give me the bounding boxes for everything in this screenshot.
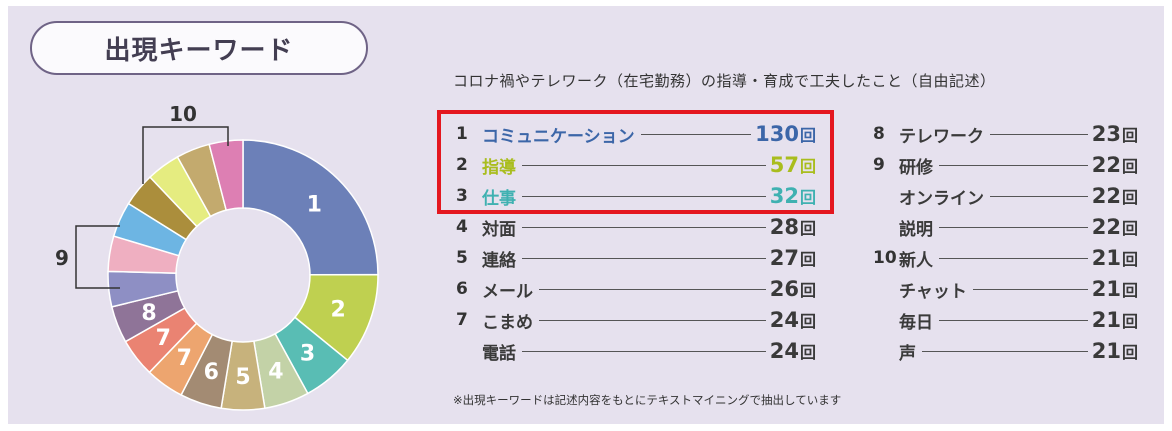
leader-line: [522, 257, 766, 259]
group-label-10: 10: [169, 102, 197, 126]
keyword-rank: 2: [456, 155, 468, 175]
slice-label-3: 3: [300, 342, 315, 367]
keyword-right-row: 説明 22 回: [873, 212, 1138, 242]
keyword-count: 21 回: [1091, 246, 1138, 270]
slice-label-2: 2: [331, 298, 346, 323]
keyword-label: 連絡: [482, 250, 516, 271]
keyword-label: チャット: [899, 281, 967, 302]
keyword-right-row: 9 研修 22 回: [873, 150, 1138, 180]
slice-label-9: 8: [141, 301, 156, 326]
keyword-count: 24 回: [769, 339, 816, 363]
slice-label-7: 7: [177, 346, 192, 371]
keyword-count: 22 回: [1091, 153, 1138, 177]
keyword-rank: 7: [456, 310, 468, 330]
keyword-label: 新人: [899, 250, 933, 271]
group-9-bracket: [75, 225, 120, 289]
keyword-left-row: 5 連絡 27 回: [456, 243, 816, 273]
leader-line: [990, 195, 1088, 197]
keyword-label: 電話: [482, 343, 516, 364]
keyword-left-row: 6 メール 26 回: [456, 274, 816, 304]
keyword-left-row: 電話 24 回: [456, 336, 816, 366]
keyword-count: 24 回: [769, 308, 816, 332]
keyword-rank: 1: [456, 124, 468, 144]
slice-label-4: 4: [268, 359, 283, 384]
group-label-9: 9: [55, 246, 69, 270]
keyword-count: 23 回: [1091, 122, 1138, 146]
keyword-count: 130 回: [755, 122, 816, 146]
leader-line: [939, 257, 1088, 259]
keyword-left-row: 3 仕事 32 回: [456, 181, 816, 211]
keyword-rank: 4: [456, 217, 468, 237]
keyword-label: こまめ: [482, 312, 533, 333]
keyword-count: 22 回: [1091, 215, 1138, 239]
leader-line: [939, 226, 1088, 228]
keyword-rank: 8: [873, 124, 885, 144]
keyword-label: メール: [482, 281, 533, 302]
keyword-count: 21 回: [1091, 308, 1138, 332]
leader-line: [922, 350, 1088, 352]
donut-slice-16: [208, 139, 244, 212]
keyword-count: 26 回: [769, 277, 816, 301]
leader-line: [539, 288, 766, 290]
slice-label-1: 1: [307, 192, 322, 217]
leader-line: [972, 288, 1088, 290]
keyword-label: テレワーク: [899, 126, 984, 147]
keyword-rank: 5: [456, 248, 468, 268]
keyword-left-row: 2 指導 57 回: [456, 150, 816, 180]
keyword-label: 仕事: [482, 188, 516, 209]
keyword-label: コミュニケーション: [482, 126, 635, 147]
group-10-bracket: [142, 126, 229, 184]
leader-line: [939, 319, 1088, 321]
keyword-label: 指導: [482, 157, 516, 178]
keyword-right-row: 毎日 21 回: [873, 305, 1138, 335]
footnote: ※出現キーワードは記述内容をもとにテキストマイニングで抽出しています: [453, 393, 842, 407]
leader-line: [522, 350, 766, 352]
slice-label-6: 6: [204, 360, 219, 385]
keyword-label: 毎日: [899, 312, 933, 333]
keyword-right-row: 10 新人 21 回: [873, 243, 1138, 273]
top3-highlight-box: [437, 110, 834, 214]
keyword-label: オンライン: [899, 188, 984, 209]
section-title: 出現キーワード: [30, 21, 368, 75]
keyword-rank: 3: [456, 186, 468, 206]
keyword-right-row: 8 テレワーク 23 回: [873, 119, 1138, 149]
keyword-rank: 9: [873, 155, 885, 175]
keyword-rank: 6: [456, 279, 468, 299]
keyword-left-row: 1 コミュニケーション 130 回: [456, 119, 816, 149]
keyword-left-row: 4 対面 28 回: [456, 212, 816, 242]
keyword-count: 27 回: [769, 246, 816, 270]
keyword-count: 28 回: [769, 215, 816, 239]
keyword-right-row: 声 21 回: [873, 336, 1138, 366]
leader-line: [990, 133, 1088, 135]
keyword-label: 研修: [899, 157, 933, 178]
keyword-right-row: チャット 21 回: [873, 274, 1138, 304]
leader-line: [522, 195, 766, 197]
slice-label-8: 7: [156, 326, 171, 351]
keyword-count: 21 回: [1091, 339, 1138, 363]
keyword-right-row: オンライン 22 回: [873, 181, 1138, 211]
chart-subtitle: コロナ禍やテレワーク（在宅勤務）の指導・育成で工夫したこと（自由記述）: [453, 72, 996, 90]
keyword-count: 21 回: [1091, 277, 1138, 301]
leader-line: [522, 226, 766, 228]
donut-slice-1: [242, 139, 379, 276]
leader-line: [522, 164, 766, 166]
leader-line: [939, 164, 1088, 166]
keyword-label: 声: [899, 343, 916, 364]
leader-line: [640, 133, 752, 135]
keyword-count: 57 回: [769, 153, 816, 177]
leader-line: [539, 319, 766, 321]
keyword-label: 対面: [482, 219, 516, 240]
keyword-rank: 10: [873, 248, 897, 268]
keyword-count: 22 回: [1091, 184, 1138, 208]
keyword-count: 32 回: [769, 184, 816, 208]
keyword-label: 説明: [899, 219, 933, 240]
keyword-left-row: 7 こまめ 24 回: [456, 305, 816, 335]
slice-label-5: 5: [235, 365, 250, 390]
